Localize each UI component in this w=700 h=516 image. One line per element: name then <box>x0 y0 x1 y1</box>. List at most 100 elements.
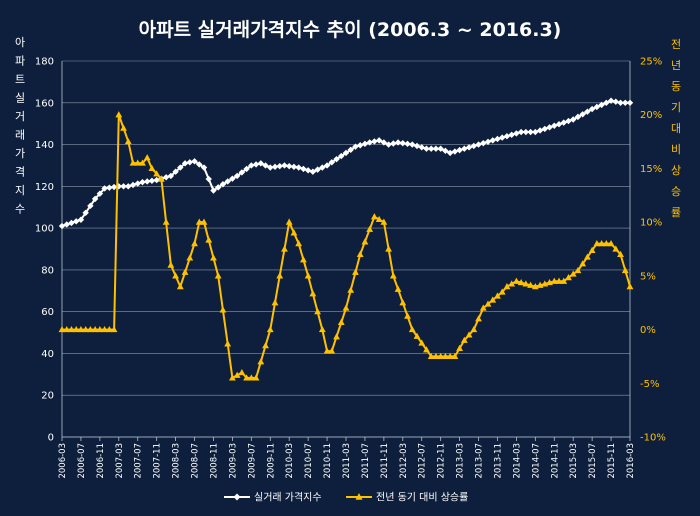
data-point <box>603 99 610 106</box>
y-left-tick-label: 20 <box>41 391 54 402</box>
data-point <box>475 315 482 322</box>
y-right-axis-title: 상 <box>671 164 681 177</box>
data-point <box>588 246 596 253</box>
data-point <box>120 124 127 131</box>
data-point <box>219 306 227 313</box>
data-point <box>470 325 478 333</box>
data-point <box>304 272 312 279</box>
data-point <box>266 325 274 333</box>
data-point <box>503 283 511 290</box>
x-tick-label: 2008-03 <box>172 443 182 479</box>
data-point <box>115 111 123 118</box>
data-point <box>72 325 80 333</box>
data-point <box>413 142 421 150</box>
data-point <box>323 347 331 354</box>
y-left-tick-label: 180 <box>35 57 54 68</box>
data-point <box>456 344 463 351</box>
data-point <box>176 283 184 290</box>
data-point <box>622 99 629 106</box>
data-point <box>106 184 113 191</box>
data-point <box>361 140 369 148</box>
y-right-axis-title: 비 <box>671 143 681 156</box>
data-point <box>309 290 317 297</box>
y-left-tick-label: 160 <box>35 98 54 109</box>
y-right-tick-label: -10% <box>640 433 666 444</box>
y-left-axis-title: 지 <box>15 184 25 197</box>
data-point <box>499 134 506 141</box>
x-tick-label: 2006-11 <box>96 443 106 479</box>
data-point <box>347 286 355 293</box>
data-point <box>475 141 482 148</box>
x-tick-label: 2006-07 <box>77 443 87 479</box>
data-point <box>442 352 449 360</box>
data-point <box>371 138 378 145</box>
data-point <box>626 283 634 290</box>
data-point <box>262 162 269 169</box>
data-point <box>172 168 179 175</box>
data-point <box>598 101 605 109</box>
y-left-tick-label: 100 <box>35 224 54 235</box>
data-point <box>409 141 416 148</box>
data-point <box>300 165 307 173</box>
data-point <box>219 181 227 188</box>
data-point <box>394 285 402 292</box>
x-tick-label: 2012-03 <box>399 443 409 479</box>
data-point <box>574 113 582 121</box>
data-point <box>281 162 288 169</box>
legend: 실거래 가격지수 전년 동기 대비 상승률 <box>224 491 468 504</box>
data-point <box>248 162 255 169</box>
y-left-tick-label: 40 <box>41 349 54 360</box>
data-point <box>328 159 335 166</box>
data-point <box>238 368 246 376</box>
data-point <box>550 277 558 284</box>
data-point <box>314 166 321 173</box>
data-point <box>342 149 350 157</box>
data-point <box>565 274 572 281</box>
data-point <box>489 296 497 303</box>
data-point <box>181 160 189 167</box>
data-point <box>385 141 392 148</box>
data-point <box>569 270 577 277</box>
x-tick-label: 2013-03 <box>456 443 466 479</box>
data-point <box>82 209 89 216</box>
y-right-tick-label: 10% <box>640 218 662 229</box>
data-point <box>148 164 156 172</box>
data-point <box>461 145 468 152</box>
data-point <box>257 358 265 365</box>
data-point <box>304 167 312 174</box>
data-point <box>375 215 383 223</box>
data-point <box>96 325 104 333</box>
data-point <box>513 130 520 137</box>
data-point <box>607 97 615 104</box>
y-right-axis-title: 대 <box>671 122 681 135</box>
data-point <box>295 164 302 171</box>
x-tick-label: 2013-07 <box>475 443 485 479</box>
data-point <box>229 374 236 381</box>
data-point <box>162 174 170 181</box>
data-point <box>333 333 340 340</box>
data-point <box>593 103 601 111</box>
data-point <box>210 187 217 194</box>
data-point <box>371 213 378 220</box>
data-point <box>460 336 468 343</box>
chart-title: 아파트 실거래가격지수 추이 (2006.3 ~ 2016.3) <box>139 19 562 41</box>
data-point <box>196 161 203 168</box>
y-left-axis-title: 거 <box>15 110 25 123</box>
data-point <box>352 268 359 275</box>
x-tick-label: 2014-03 <box>512 443 522 479</box>
data-point <box>309 168 317 175</box>
data-point <box>404 312 411 319</box>
data-point <box>456 146 463 154</box>
x-tick-label: 2008-11 <box>209 443 219 479</box>
data-point <box>612 245 620 252</box>
data-point <box>63 325 71 333</box>
data-point <box>110 183 118 191</box>
data-point <box>252 161 260 168</box>
data-point <box>338 152 345 160</box>
data-point <box>252 374 260 381</box>
y-left-axis-title: 실 <box>15 92 25 105</box>
data-point <box>494 135 501 143</box>
data-point <box>470 142 477 150</box>
data-point <box>612 98 619 105</box>
